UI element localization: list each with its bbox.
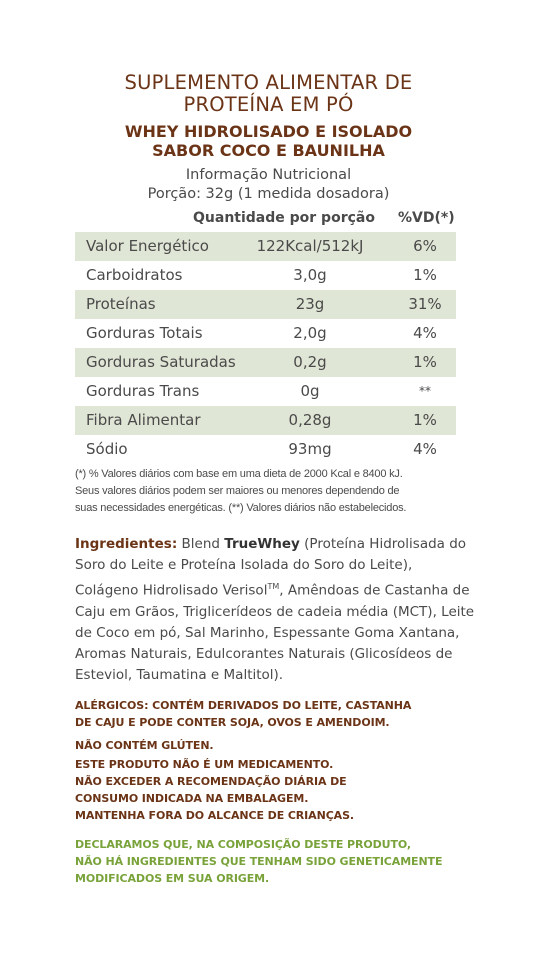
gmo-line3: MODIFICADOS EM SUA ORIGEM. xyxy=(75,872,270,885)
nutrient-quantity: 2,0g xyxy=(293,324,327,342)
medical-line4: MANTENHA FORA DO ALCANCE DE CRIANÇAS. xyxy=(75,809,354,822)
gluten-warning: NÃO CONTÉM GLÚTEN. xyxy=(75,739,214,752)
nutrient-quantity: 0,28g xyxy=(288,411,332,429)
nutrient-name: Sódio xyxy=(86,440,128,458)
nutrient-vd: 31% xyxy=(408,295,442,313)
nutrient-name: Carboidratos xyxy=(86,266,183,284)
nutrient-name: Gorduras Trans xyxy=(86,382,200,400)
table-row: Valor Energético 122Kcal/512kJ 6% xyxy=(75,232,456,261)
medical-warning: ESTE PRODUTO NÃO É UM MEDICAMENTO. NÃO E… xyxy=(75,756,475,824)
table-row: Gorduras Totais 2,0g 4% xyxy=(75,319,456,348)
table-row: Proteínas 23g 31% xyxy=(75,290,456,319)
allergens-warning: ALÉRGICOS: CONTÉM DERIVADOS DO LEITE, CA… xyxy=(75,697,475,731)
nutrient-name: Valor Energético xyxy=(86,237,209,255)
nutrition-table: Valor Energético 122Kcal/512kJ 6% Carboidra… xyxy=(75,232,456,464)
nutrient-vd: ** xyxy=(419,384,431,398)
nutrient-quantity: 0,2g xyxy=(293,353,327,371)
medical-line1: ESTE PRODUTO NÃO É UM MEDICAMENTO. xyxy=(75,758,334,771)
nutrient-quantity: 3,0g xyxy=(293,266,327,284)
product-subtitle-line2: SABOR COCO E BAUNILHA xyxy=(152,141,385,160)
nutrient-quantity: 122Kcal/512kJ xyxy=(256,237,364,255)
footnote: (*) % Valores diários com base em uma di… xyxy=(75,466,465,517)
product-title-line1: SUPLEMENTO ALIMENTAR DE xyxy=(124,71,413,94)
footnote-line3: suas necessidades energéticas. (**) Valo… xyxy=(75,502,407,514)
nutrient-vd: 1% xyxy=(413,353,437,371)
ingredients-text: Ingredientes: Blend TrueWhey (Proteína H… xyxy=(75,534,475,686)
table-row: Sódio 93mg 4% xyxy=(75,435,456,464)
nutrition-info-heading: Informação Nutricional Porção: 32g (1 me… xyxy=(0,166,537,204)
column-header-quantity: Quantidade por porção xyxy=(193,210,375,226)
footnote-line2: Seus valores diários podem ser maiores o… xyxy=(75,485,400,497)
nutrient-vd: 6% xyxy=(413,237,437,255)
product-title: SUPLEMENTO ALIMENTAR DE PROTEÍNA EM PÓ xyxy=(0,72,537,116)
product-subtitle-line1: WHEY HIDROLISADO E ISOLADO xyxy=(124,122,413,141)
ingredients-part1: (Proteína Hidrolisada do Soro do Leite e… xyxy=(75,536,467,599)
nutrient-vd: 1% xyxy=(413,266,437,284)
table-row: Gorduras Trans 0g ** xyxy=(75,377,456,406)
nutrient-quantity: 23g xyxy=(295,295,325,313)
nutrient-quantity: 93mg xyxy=(288,440,332,458)
portion-size: Porção: 32g (1 medida dosadora) xyxy=(147,186,390,202)
nutrient-name: Fibra Alimentar xyxy=(86,411,201,429)
nutrient-vd: 4% xyxy=(413,324,437,342)
trademark-mark: TM xyxy=(267,582,280,591)
ingredients-label: Ingredientes: xyxy=(75,536,178,552)
nutrition-heading: Informação Nutricional xyxy=(185,167,352,183)
medical-line2: NÃO EXCEDER A RECOMENDAÇÃO DIÁRIA DE xyxy=(75,775,347,788)
nutrient-name: Proteínas xyxy=(86,295,156,313)
column-header-vd: %VD(*) xyxy=(398,210,455,226)
nutrient-vd: 1% xyxy=(413,411,437,429)
nutrient-quantity: 0g xyxy=(300,382,320,400)
allergens-line2: DE CAJU E PODE CONTER SOJA, OVOS E AMEND… xyxy=(75,716,390,729)
product-subtitle: WHEY HIDROLISADO E ISOLADO SABOR COCO E … xyxy=(0,122,537,160)
gmo-declaration: DECLARAMOS QUE, NA COMPOSIÇÃO DESTE PROD… xyxy=(75,836,475,887)
allergens-line1: ALÉRGICOS: CONTÉM DERIVADOS DO LEITE, CA… xyxy=(75,699,412,712)
medical-line3: CONSUMO INDICADA NA EMBALAGEM. xyxy=(75,792,309,805)
table-row: Carboidratos 3,0g 1% xyxy=(75,261,456,290)
nutrient-vd: 4% xyxy=(413,440,437,458)
ingredients-part2: , Amêndoas de Castanha de Caju em Grãos,… xyxy=(75,582,475,683)
gmo-line2: NÃO HÁ INGREDIENTES QUE TENHAM SIDO GENE… xyxy=(75,855,443,868)
footnote-line1: (*) % Valores diários com base em uma di… xyxy=(75,468,403,480)
gmo-line1: DECLARAMOS QUE, NA COMPOSIÇÃO DESTE PROD… xyxy=(75,838,411,851)
nutrient-name: Gorduras Saturadas xyxy=(86,353,236,371)
nutrient-name: Gorduras Totais xyxy=(86,324,203,342)
product-title-line2: PROTEÍNA EM PÓ xyxy=(183,93,354,116)
ingredients-brand: TrueWhey xyxy=(224,536,300,552)
table-row: Gorduras Saturadas 0,2g 1% xyxy=(75,348,456,377)
ingredients-pre-brand: Blend xyxy=(177,536,225,552)
table-row: Fibra Alimentar 0,28g 1% xyxy=(75,406,456,435)
